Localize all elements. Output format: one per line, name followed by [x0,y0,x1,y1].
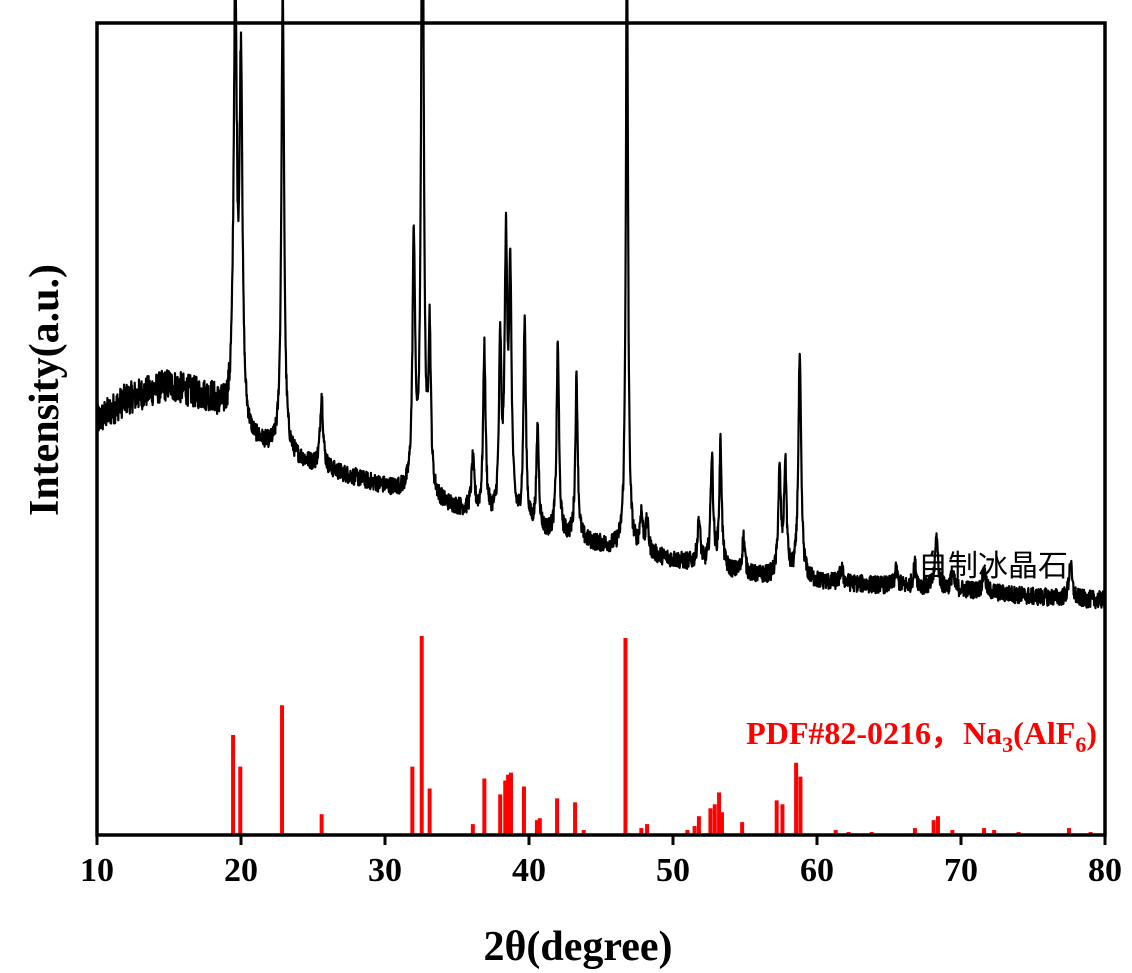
x-tick-label: 20 [224,852,258,889]
plot-frame [95,21,1107,837]
x-tick-label: 10 [80,852,114,889]
x-tick-label: 30 [368,852,402,889]
x-tick-label: 60 [800,852,834,889]
y-axis-title: Intensity(a.u.) [22,264,68,516]
x-tick-label: 50 [656,852,690,889]
x-tick-label: 40 [512,852,546,889]
x-tick-label: 80 [1088,852,1122,889]
x-tick-label: 70 [944,852,978,889]
reference-stick-pattern [231,636,1093,834]
x-axis-title: 2θ(degree) [483,924,672,970]
sample-xrd-curve [95,0,1107,610]
legend-sample-label: 自制冰晶石 [918,549,1068,584]
legend-reference-label: PDF#82-0216，Na3(AlF6) [746,715,1097,757]
plot-area [95,0,1107,834]
x-axis-ticks: 10 20 30 40 50 60 70 80 [80,835,1122,889]
